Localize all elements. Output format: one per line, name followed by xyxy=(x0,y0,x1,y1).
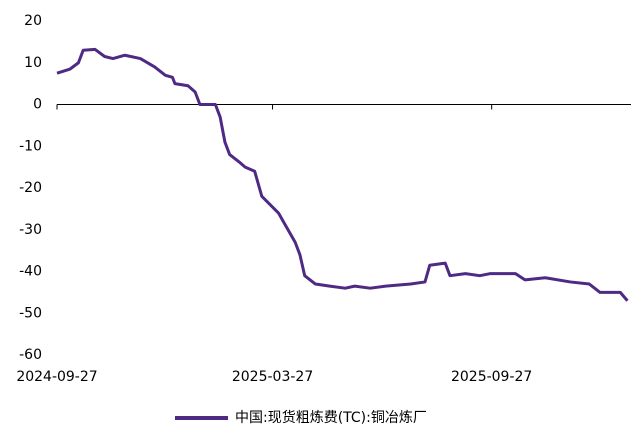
y-tick-label: -50 xyxy=(19,305,42,321)
y-tick-label: -60 xyxy=(19,347,42,363)
y-tick-label: -30 xyxy=(19,222,42,238)
y-tick-label: -40 xyxy=(19,264,42,280)
x-tick-label: 2024-09-27 xyxy=(16,369,97,385)
legend-label: 中国:现货粗炼费(TC):铜冶炼厂 xyxy=(235,409,427,426)
x-tick-label: 2025-03-27 xyxy=(232,369,313,385)
y-tick-label: -10 xyxy=(19,138,42,154)
y-tick-label: 20 xyxy=(24,13,42,29)
x-tick-label: 2025-09-27 xyxy=(451,369,532,385)
y-tick-label: 0 xyxy=(33,97,42,113)
y-tick-label: 10 xyxy=(24,55,42,71)
y-tick-label: -20 xyxy=(19,180,42,196)
data-line xyxy=(56,47,629,302)
